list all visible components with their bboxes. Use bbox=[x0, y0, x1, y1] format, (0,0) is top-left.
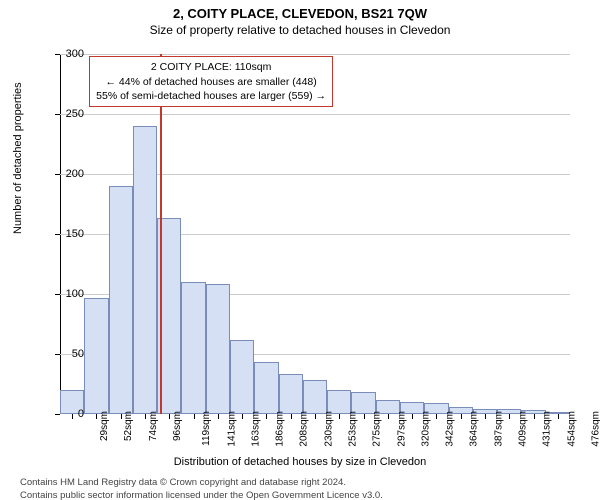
histogram-bar bbox=[109, 186, 133, 414]
x-tick-mark bbox=[169, 414, 170, 419]
x-tick-label: 96sqm bbox=[172, 411, 183, 441]
histogram-bar bbox=[254, 362, 278, 414]
histogram-bar bbox=[181, 282, 205, 414]
x-tick-label: 476sqm bbox=[590, 411, 600, 447]
x-tick-mark bbox=[509, 414, 510, 419]
x-tick-mark bbox=[412, 414, 413, 419]
x-tick-label: 119sqm bbox=[201, 411, 212, 446]
x-tick-label: 163sqm bbox=[250, 411, 261, 447]
attribution-line: Contains HM Land Registry data © Crown c… bbox=[20, 477, 383, 489]
histogram-bar bbox=[206, 284, 230, 414]
x-tick-mark bbox=[388, 414, 389, 419]
x-tick-label: 253sqm bbox=[348, 411, 359, 447]
x-tick-label: 387sqm bbox=[493, 411, 504, 447]
x-tick-label: 141sqm bbox=[226, 411, 237, 447]
y-tick-label: 150 bbox=[44, 228, 84, 240]
x-tick-mark bbox=[145, 414, 146, 419]
histogram-bar bbox=[279, 374, 303, 414]
x-tick-mark bbox=[436, 414, 437, 419]
y-tick-label: 0 bbox=[44, 408, 84, 420]
histogram-bar bbox=[303, 380, 327, 414]
gridline bbox=[60, 54, 570, 55]
x-tick-label: 297sqm bbox=[396, 411, 407, 447]
y-tick-label: 250 bbox=[44, 108, 84, 120]
x-tick-mark bbox=[266, 414, 267, 419]
x-tick-label: 186sqm bbox=[275, 411, 286, 447]
x-tick-label: 74sqm bbox=[148, 411, 159, 441]
x-tick-label: 275sqm bbox=[372, 411, 383, 447]
y-axis-label: Number of detached properties bbox=[12, 82, 24, 234]
chart-container: 2, COITY PLACE, CLEVEDON, BS21 7QW Size … bbox=[0, 6, 600, 500]
x-tick-label: 208sqm bbox=[299, 411, 310, 447]
info-box-line: 2 COITY PLACE: 110sqm bbox=[96, 60, 326, 74]
x-tick-label: 409sqm bbox=[518, 411, 529, 447]
marker-line bbox=[160, 54, 162, 414]
x-tick-label: 230sqm bbox=[323, 411, 334, 447]
x-tick-label: 431sqm bbox=[542, 411, 553, 447]
chart-title: 2, COITY PLACE, CLEVEDON, BS21 7QW bbox=[0, 6, 600, 21]
y-tick-label: 300 bbox=[44, 48, 84, 60]
x-tick-label: 364sqm bbox=[469, 411, 480, 447]
info-box: 2 COITY PLACE: 110sqm← 44% of detached h… bbox=[89, 56, 333, 107]
y-tick-label: 200 bbox=[44, 168, 84, 180]
x-tick-mark bbox=[291, 414, 292, 419]
x-tick-mark bbox=[364, 414, 365, 419]
x-tick-mark bbox=[242, 414, 243, 419]
y-tick-label: 50 bbox=[44, 348, 84, 360]
histogram-bar bbox=[230, 340, 254, 414]
histogram-bar bbox=[84, 298, 108, 414]
info-box-line: 55% of semi-detached houses are larger (… bbox=[96, 89, 326, 103]
x-tick-mark bbox=[315, 414, 316, 419]
plot-area bbox=[60, 54, 570, 414]
y-tick-label: 100 bbox=[44, 288, 84, 300]
x-tick-label: 454sqm bbox=[566, 411, 577, 447]
x-tick-mark bbox=[121, 414, 122, 419]
attribution: Contains HM Land Registry data © Crown c… bbox=[20, 477, 383, 500]
x-tick-mark bbox=[485, 414, 486, 419]
attribution-line: Contains public sector information licen… bbox=[20, 490, 383, 500]
x-tick-label: 52sqm bbox=[123, 411, 134, 441]
info-box-line: ← 44% of detached houses are smaller (44… bbox=[96, 75, 326, 89]
histogram-bar bbox=[133, 126, 157, 414]
x-tick-mark bbox=[558, 414, 559, 419]
chart-subtitle: Size of property relative to detached ho… bbox=[0, 23, 600, 37]
x-axis-label: Distribution of detached houses by size … bbox=[0, 456, 600, 468]
x-tick-label: 342sqm bbox=[445, 411, 456, 447]
x-tick-mark bbox=[218, 414, 219, 419]
gridline bbox=[60, 114, 570, 115]
x-tick-label: 29sqm bbox=[99, 411, 110, 441]
x-tick-mark bbox=[461, 414, 462, 419]
x-tick-mark bbox=[194, 414, 195, 419]
x-tick-mark bbox=[339, 414, 340, 419]
x-tick-mark bbox=[96, 414, 97, 419]
x-tick-label: 320sqm bbox=[420, 411, 431, 447]
x-tick-mark bbox=[534, 414, 535, 419]
